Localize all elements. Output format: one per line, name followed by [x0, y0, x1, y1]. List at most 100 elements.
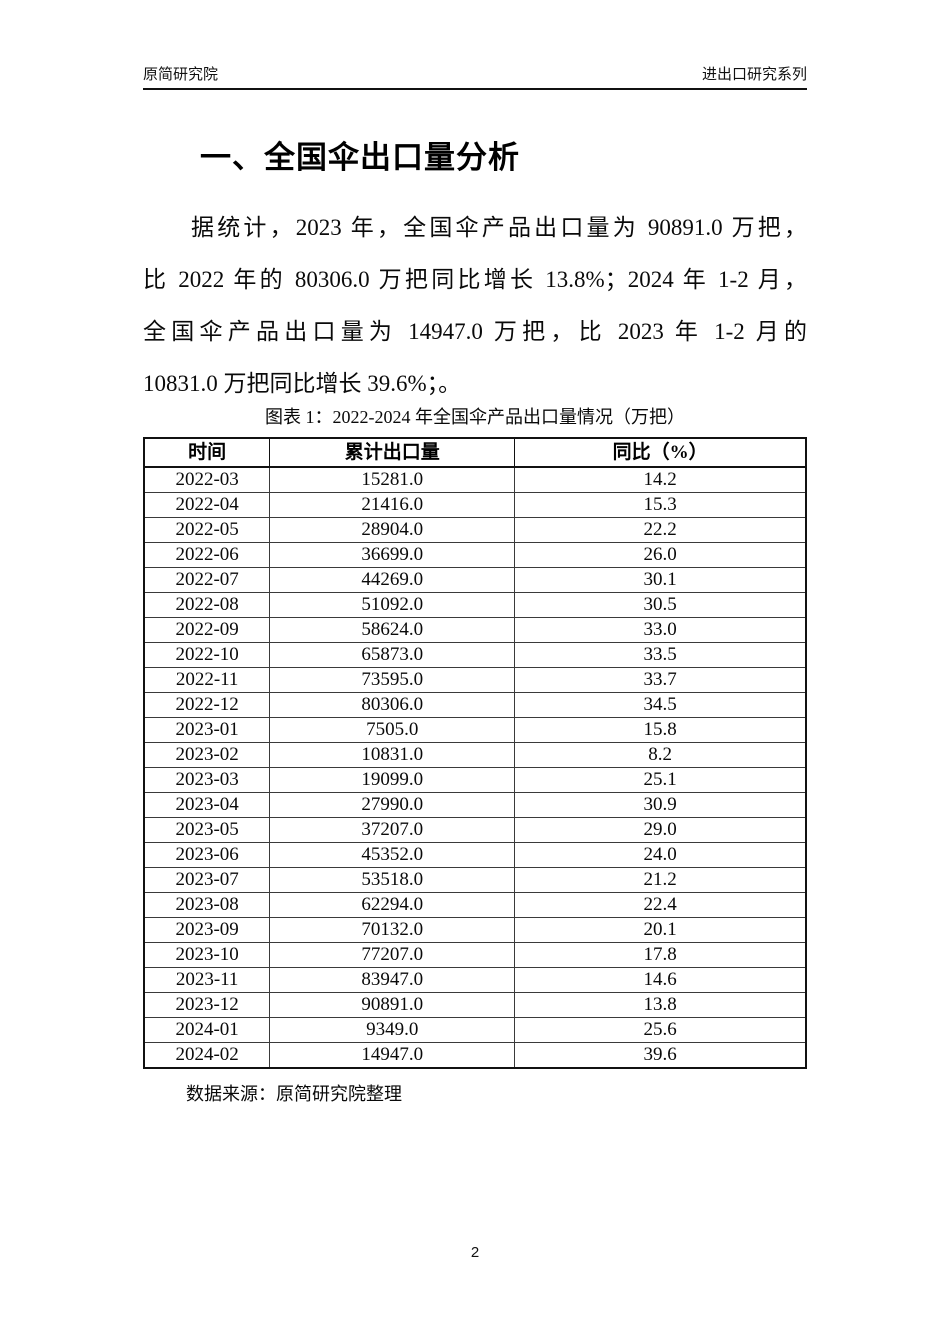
export-data-table: 时间 累计出口量 同比（%） 2022-03 15281.0 14.2 2022-04…	[143, 437, 807, 1069]
table-row: 2023-10 77207.0 17.8	[143, 942, 807, 968]
row-yoy-cell: 33.0	[514, 617, 807, 643]
col-header-cumulative-exports: 累计出口量	[269, 437, 516, 468]
row-cumulative-exports-cell: 19099.0	[269, 767, 516, 793]
row-cumulative-exports-cell: 73595.0	[269, 667, 516, 693]
row-cumulative-exports-cell: 9349.0	[269, 1017, 516, 1043]
section-title: 一、全国伞出口量分析	[200, 140, 520, 175]
row-time-cell: 2023-05	[143, 817, 271, 843]
row-yoy-cell: 25.6	[514, 1017, 807, 1043]
table-row: 2023-02 10831.0 8.2	[143, 742, 807, 768]
table-row: 2022-06 36699.0 26.0	[143, 542, 807, 568]
row-cumulative-exports-cell: 27990.0	[269, 792, 516, 818]
row-cumulative-exports-cell: 36699.0	[269, 542, 516, 568]
row-yoy-cell: 30.9	[514, 792, 807, 818]
row-cumulative-exports-cell: 65873.0	[269, 642, 516, 668]
page-number: 2	[470, 1244, 480, 1261]
row-cumulative-exports-cell: 90891.0	[269, 992, 516, 1018]
table-row: 2023-09 70132.0 20.1	[143, 917, 807, 943]
table-row: 2023-07 53518.0 21.2	[143, 867, 807, 893]
row-yoy-cell: 15.8	[514, 717, 807, 743]
row-time-cell: 2022-07	[143, 567, 271, 593]
paragraph-line: 据统计，2023 年，全国伞产品出口量为 90891.0 万把，	[191, 215, 807, 240]
row-yoy-cell: 21.2	[514, 867, 807, 893]
row-yoy-cell: 29.0	[514, 817, 807, 843]
table-row: 2023-05 37207.0 29.0	[143, 817, 807, 843]
table-row: 2023-11 83947.0 14.6	[143, 967, 807, 993]
page-header: 原简研究院 进出口研究系列	[143, 66, 807, 90]
row-yoy-cell: 30.1	[514, 567, 807, 593]
table-row: 2023-01 7505.0 15.8	[143, 717, 807, 743]
row-cumulative-exports-cell: 45352.0	[269, 842, 516, 868]
header-left-text: 原简研究院	[143, 66, 219, 83]
row-yoy-cell: 14.2	[514, 466, 807, 493]
table-row: 2024-01 9349.0 25.6	[143, 1017, 807, 1043]
table-row: 2022-08 51092.0 30.5	[143, 592, 807, 618]
row-yoy-cell: 20.1	[514, 917, 807, 943]
row-yoy-cell: 33.7	[514, 667, 807, 693]
row-yoy-cell: 30.5	[514, 592, 807, 618]
header-right-text: 进出口研究系列	[701, 66, 807, 83]
table-caption: 图表 1：2022-2024 年全国伞产品出口量情况（万把）	[265, 407, 685, 427]
row-cumulative-exports-cell: 44269.0	[269, 567, 516, 593]
body-paragraph: 据统计，2023 年，全国伞产品出口量为 90891.0 万把， 比 2022 …	[143, 202, 807, 410]
row-time-cell: 2023-06	[143, 842, 271, 868]
row-yoy-cell: 15.3	[514, 492, 807, 518]
paragraph-line: 10831.0 万把同比增长 39.6%；。	[143, 371, 462, 396]
row-yoy-cell: 14.6	[514, 967, 807, 993]
row-cumulative-exports-cell: 21416.0	[269, 492, 516, 518]
table-row: 2023-03 19099.0 25.1	[143, 767, 807, 793]
table-row: 2023-12 90891.0 13.8	[143, 992, 807, 1018]
row-cumulative-exports-cell: 15281.0	[269, 466, 516, 493]
row-yoy-cell: 22.4	[514, 892, 807, 918]
row-yoy-cell: 25.1	[514, 767, 807, 793]
table-row: 2023-06 45352.0 24.0	[143, 842, 807, 868]
row-yoy-cell: 33.5	[514, 642, 807, 668]
row-cumulative-exports-cell: 62294.0	[269, 892, 516, 918]
table-row: 2022-03 15281.0 14.2	[143, 466, 807, 493]
row-time-cell: 2023-11	[143, 967, 271, 993]
row-time-cell: 2023-10	[143, 942, 271, 968]
row-cumulative-exports-cell: 28904.0	[269, 517, 516, 543]
row-time-cell: 2022-10	[143, 642, 271, 668]
table-row: 2022-11 73595.0 33.7	[143, 667, 807, 693]
row-cumulative-exports-cell: 7505.0	[269, 717, 516, 743]
row-yoy-cell: 22.2	[514, 517, 807, 543]
row-yoy-cell: 8.2	[514, 742, 807, 768]
row-time-cell: 2022-04	[143, 492, 271, 518]
row-time-cell: 2022-03	[143, 466, 271, 493]
row-cumulative-exports-cell: 14947.0	[269, 1042, 516, 1069]
row-time-cell: 2022-08	[143, 592, 271, 618]
col-header-time: 时间	[143, 437, 271, 468]
row-yoy-cell: 13.8	[514, 992, 807, 1018]
row-cumulative-exports-cell: 51092.0	[269, 592, 516, 618]
row-time-cell: 2024-01	[143, 1017, 271, 1043]
table-row: 2023-04 27990.0 30.9	[143, 792, 807, 818]
row-time-cell: 2023-01	[143, 717, 271, 743]
row-time-cell: 2023-08	[143, 892, 271, 918]
row-time-cell: 2022-12	[143, 692, 271, 718]
row-time-cell: 2024-02	[143, 1042, 271, 1069]
row-cumulative-exports-cell: 70132.0	[269, 917, 516, 943]
row-cumulative-exports-cell: 77207.0	[269, 942, 516, 968]
table-row: 2022-09 58624.0 33.0	[143, 617, 807, 643]
row-time-cell: 2022-06	[143, 542, 271, 568]
row-time-cell: 2023-07	[143, 867, 271, 893]
paragraph-line: 比 2022 年的 80306.0 万把同比增长 13.8%；2024 年 1-…	[143, 267, 807, 292]
row-time-cell: 2022-11	[143, 667, 271, 693]
row-yoy-cell: 34.5	[514, 692, 807, 718]
row-cumulative-exports-cell: 10831.0	[269, 742, 516, 768]
row-time-cell: 2023-12	[143, 992, 271, 1018]
row-cumulative-exports-cell: 37207.0	[269, 817, 516, 843]
row-time-cell: 2023-09	[143, 917, 271, 943]
row-time-cell: 2023-03	[143, 767, 271, 793]
table-row: 2024-02 14947.0 39.6	[143, 1042, 807, 1069]
table-row: 2022-04 21416.0 15.3	[143, 492, 807, 518]
row-cumulative-exports-cell: 83947.0	[269, 967, 516, 993]
row-yoy-cell: 24.0	[514, 842, 807, 868]
row-yoy-cell: 39.6	[514, 1042, 807, 1069]
row-time-cell: 2022-05	[143, 517, 271, 543]
row-cumulative-exports-cell: 53518.0	[269, 867, 516, 893]
table-row: 2023-08 62294.0 22.4	[143, 892, 807, 918]
row-cumulative-exports-cell: 80306.0	[269, 692, 516, 718]
table-row: 2022-07 44269.0 30.1	[143, 567, 807, 593]
